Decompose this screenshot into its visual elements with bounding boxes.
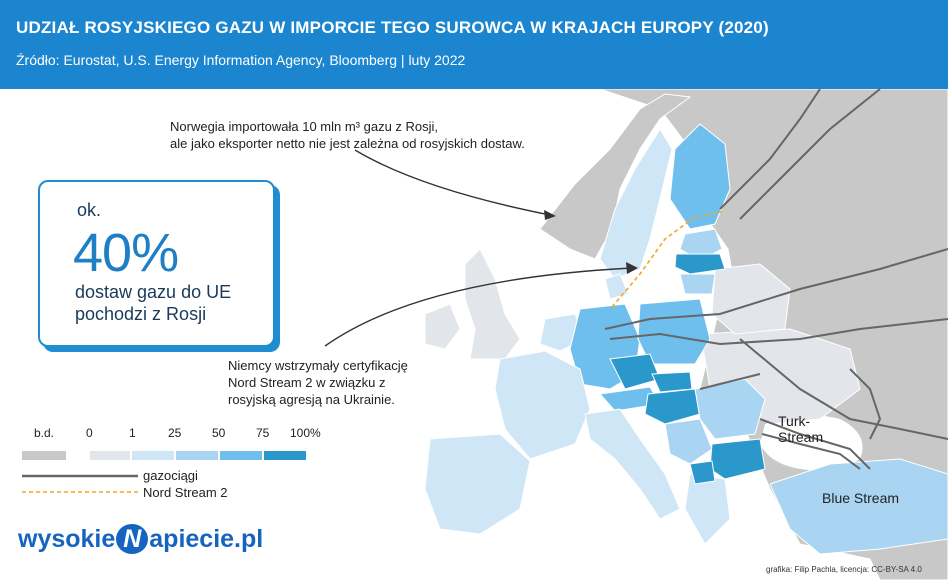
map-title: UDZIAŁ ROSYJSKIEGO GAZU W IMPORCIE TEGO … (16, 18, 769, 37)
ireland-region (424, 303, 461, 350)
legend-nordstream-label: Nord Stream 2 (143, 485, 228, 500)
denmark-region (604, 273, 629, 300)
highlight-prefix: ok. (77, 200, 102, 220)
turkey-region (769, 458, 948, 555)
france-region (494, 350, 591, 460)
legend-label-50: 50 (212, 426, 226, 440)
germany-annotation-line1: Niemcy wstrzymały certyfikację (228, 358, 408, 373)
legend-label-100: 100% (290, 426, 321, 440)
header-bar: UDZIAŁ ROSYJSKIEGO GAZU W IMPORCIE TEGO … (0, 0, 948, 89)
legend-swatch-1-25 (132, 451, 174, 460)
iberia-region (424, 433, 531, 535)
legend-label-0: 0 (86, 426, 93, 440)
norway-annotation-line2: ale jako eksporter netto nie jest zależn… (170, 136, 525, 151)
legend-line-samples (22, 474, 138, 493)
uk-region (464, 248, 521, 360)
legend-label-75: 75 (256, 426, 270, 440)
latvia-region (674, 253, 726, 275)
credit-text: grafika: Filip Pachla, licencja: CC-BY-S… (766, 565, 922, 574)
legend-swatch-0 (90, 451, 130, 460)
turkstream-label-line2: Stream (778, 429, 824, 445)
pipelines (604, 89, 948, 470)
highlight-line1: dostaw gazu do UE (75, 282, 232, 302)
legend-label-bd: b.d. (34, 426, 55, 440)
legend-label-25: 25 (168, 426, 182, 440)
logo-mark-icon: N (116, 524, 149, 554)
legend-swatch-50-75 (220, 451, 262, 460)
slovakia-region (651, 371, 693, 393)
bluestream-label: Blue Stream (822, 490, 900, 506)
germany-arrow (324, 267, 633, 347)
map-area (0, 89, 948, 580)
legend-swatch-25-50 (176, 451, 218, 460)
turkstream-label-line1: Turk- (778, 413, 811, 429)
germany-annotation-line3: rosyjską agresją na Ukrainie. (228, 392, 395, 407)
hungary-region (644, 388, 701, 425)
legend-label-1: 1 (129, 426, 136, 440)
highlight-line2: pochodzi z Rosji (75, 304, 207, 324)
legend-pipelines-label: gazociągi (143, 468, 198, 483)
highlight-box: ok. 40% dostaw gazu do UE pochodzi z Ros… (38, 180, 275, 347)
bulgaria-region (709, 438, 766, 480)
italy-region (584, 408, 681, 520)
serbia-region (664, 418, 713, 465)
norway-annotation-line1: Norwegia importowała 10 mln m³ gazu z Ro… (170, 119, 439, 134)
logo-text-before: wysokie (18, 525, 116, 553)
map-source: Źródło: Eurostat, U.S. Energy Informatio… (16, 52, 466, 68)
nordstream2-line (611, 210, 726, 308)
norway-arrowhead (544, 210, 556, 220)
germany-annotation: Niemcy wstrzymały certyfikację Nord Stre… (228, 357, 408, 408)
norway-arrow (354, 149, 551, 216)
norway-region (539, 93, 692, 260)
highlight-value: 40% (73, 223, 179, 283)
logo-text-after: apiecie.pl (149, 525, 264, 553)
germany-annotation-line2: Nord Stream 2 w związku z (228, 375, 386, 390)
sweden-region (599, 128, 673, 280)
europe-map (324, 89, 948, 580)
greece-region (684, 473, 731, 545)
legend-swatch-nodata (22, 451, 66, 460)
germany-arrowhead (626, 262, 638, 274)
north-macedonia-region (689, 460, 716, 485)
lithuania-region (679, 273, 716, 295)
legend-swatch-75-100 (264, 451, 306, 460)
norway-annotation: Norwegia importowała 10 mln m³ gazu z Ro… (170, 118, 525, 152)
turkstream-label: Turk- Stream (778, 413, 823, 445)
